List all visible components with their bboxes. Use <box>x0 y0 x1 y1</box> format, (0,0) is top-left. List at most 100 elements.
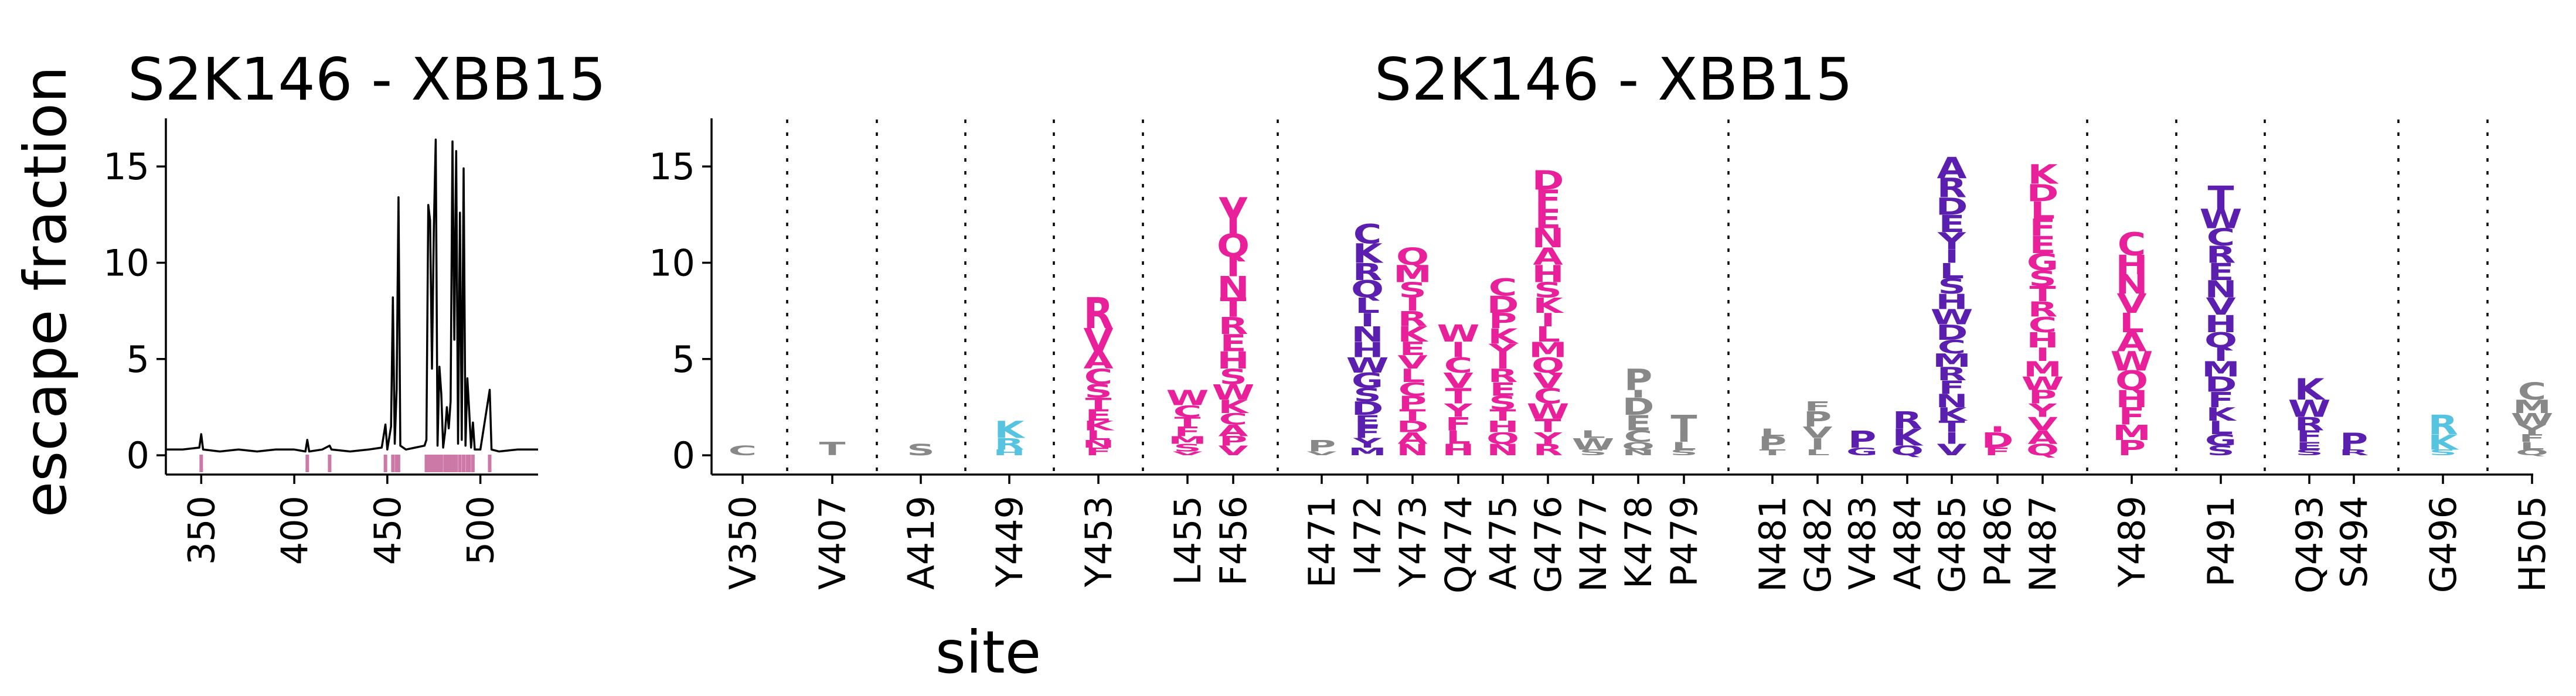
site-label: Q493 <box>2288 496 2331 593</box>
logo-letter: P <box>1803 407 1832 432</box>
logo-stack: GP <box>1846 425 1878 458</box>
highlight-mark <box>428 455 432 472</box>
logo-letter: K <box>1892 424 1924 451</box>
logo-letter: F <box>1085 446 1111 458</box>
logo-stack: C <box>729 443 757 458</box>
y-tick-label: 15 <box>649 145 695 188</box>
logo-letter: I <box>1811 435 1825 453</box>
logo-letter: Y <box>1533 429 1563 448</box>
logo-letter: W <box>1931 305 1973 330</box>
logo-letter: L <box>1536 322 1560 347</box>
highlight-mark <box>430 455 434 472</box>
logo-letter: R <box>1937 363 1967 385</box>
logo-letter: V <box>1397 352 1427 374</box>
logo-letter: K <box>1352 239 1384 269</box>
logo-letter: R <box>1398 307 1428 332</box>
site-label: A419 <box>900 496 942 590</box>
site-label: G482 <box>1796 496 1839 593</box>
logo-letter: W <box>1437 319 1480 347</box>
logo-letter: Q <box>1532 353 1564 378</box>
logo-letter: Q <box>1217 228 1250 265</box>
logo-letter: M <box>1393 260 1432 288</box>
highlight-mark <box>305 455 309 472</box>
logo-letter: C <box>2029 313 2057 337</box>
logo-letter: A <box>2027 427 2057 449</box>
logo-letter: I <box>1631 388 1646 400</box>
logo-letter: E <box>1938 210 1965 237</box>
logo-letter: N <box>1532 224 1564 254</box>
logo-letter: E <box>1220 329 1246 357</box>
logo-letter: F <box>2519 432 2545 445</box>
logo-stack: SKR <box>2428 410 2459 457</box>
logo-letter: H <box>993 448 1025 458</box>
logo-letter: D <box>1532 166 1564 196</box>
logo-letter: P <box>2118 436 2146 460</box>
highlight-mark <box>447 455 451 472</box>
escape-line <box>166 138 538 453</box>
site-label: L455 <box>1166 496 1209 585</box>
site-label: Y449 <box>988 496 1031 588</box>
logo-letter: F <box>2207 388 2234 412</box>
logo-letter: R <box>1219 312 1248 339</box>
logo-letter: C <box>1084 364 1112 389</box>
logo-letter: N <box>1082 438 1114 451</box>
site-label: K478 <box>1617 496 1660 589</box>
site-label: V483 <box>1841 496 1884 590</box>
site-label: S494 <box>2333 496 2376 588</box>
logo-letter: G <box>2027 248 2058 276</box>
logo-letter: K <box>1397 322 1428 347</box>
logo-letter: H <box>1486 418 1519 436</box>
y-tick-label: 0 <box>672 434 695 477</box>
logo-letter: P <box>1848 425 1876 453</box>
highlight-mark <box>467 455 471 472</box>
logo-letter: T <box>1938 418 1965 436</box>
logo-letter: Q <box>1486 429 1519 448</box>
logo-letter: R <box>2028 297 2058 322</box>
logo-letter: E <box>1085 406 1111 425</box>
logo-letter: R <box>2428 410 2458 441</box>
logo-letter: E <box>2207 258 2234 285</box>
x-tick-label: 450 <box>366 496 409 565</box>
logo-letter: S <box>1398 278 1427 302</box>
logo-letter: D <box>1936 320 1968 345</box>
logo-letter: M <box>2112 421 2151 445</box>
logo-letter: L <box>1672 440 1696 452</box>
logo-letter: K <box>1488 324 1519 349</box>
logo-letter: N <box>2115 269 2148 300</box>
logo-letter: V <box>2116 289 2146 319</box>
logo-letter: T <box>1174 414 1201 429</box>
logo-letter: W <box>2200 204 2242 235</box>
logo-letter: L <box>1400 366 1425 387</box>
logo-letter: C <box>2518 377 2546 405</box>
logo-letter: R <box>2295 414 2325 435</box>
logo-letter: H <box>2115 385 2148 412</box>
site-label: H505 <box>2511 496 2554 592</box>
logo-letter: K <box>2428 430 2459 455</box>
logo-letter: D <box>1622 393 1655 420</box>
logo-letter: P <box>1624 363 1652 397</box>
logo-letter: E <box>2296 440 2322 452</box>
logo-letter: S <box>1489 393 1517 414</box>
logo-letter: L <box>2209 417 2233 439</box>
logo-letter: D <box>1487 291 1519 318</box>
logo-letter: L <box>2119 308 2144 339</box>
highlight-mark <box>448 455 452 472</box>
logo-letter: L <box>2030 196 2055 224</box>
logo-letter: S <box>2207 443 2235 458</box>
logo-letter: E <box>2029 231 2056 258</box>
logo-letter: W <box>1166 386 1209 411</box>
logo-letter: L <box>1760 427 1785 439</box>
logo-letter: C <box>729 443 757 458</box>
site-label: G476 <box>1527 496 1570 593</box>
logo-letter: W <box>1527 400 1570 424</box>
highlight-mark <box>437 455 441 472</box>
highlight-mark <box>445 455 449 472</box>
logo-letter: E <box>1489 379 1516 401</box>
logo-letter: R <box>2339 448 2369 458</box>
x-tick-label: 500 <box>460 496 502 565</box>
